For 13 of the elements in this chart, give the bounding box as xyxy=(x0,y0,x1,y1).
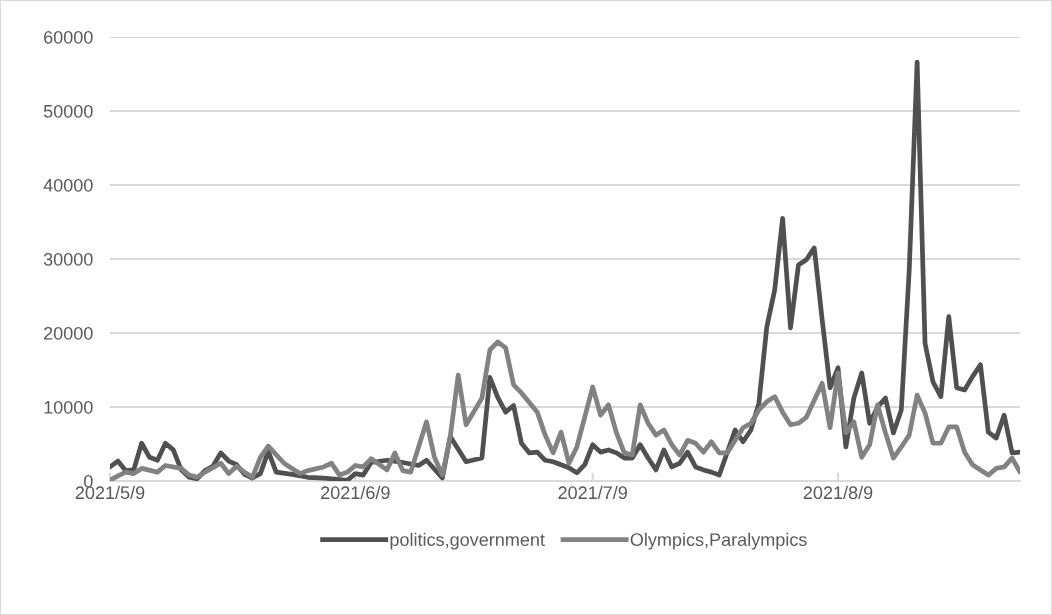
x-tick-label: 2021/6/9 xyxy=(321,485,390,500)
y-tick-label: 50000 xyxy=(43,104,93,118)
y-tick-label: 10000 xyxy=(44,400,93,414)
y-tick-label: 60000 xyxy=(44,30,93,44)
y-tick-label: 40000 xyxy=(43,178,93,192)
y-tick-label: 30000 xyxy=(43,252,93,266)
legend-label: Olympics,Paralympics xyxy=(630,532,807,550)
legend-label: politics,government xyxy=(390,532,545,550)
x-tick-label: 2021/7/9 xyxy=(558,485,627,500)
y-tick-label: 20000 xyxy=(44,326,93,340)
x-tick-label: 2021/8/9 xyxy=(803,485,873,500)
line-series xyxy=(110,59,1020,481)
line-series xyxy=(110,339,1020,481)
